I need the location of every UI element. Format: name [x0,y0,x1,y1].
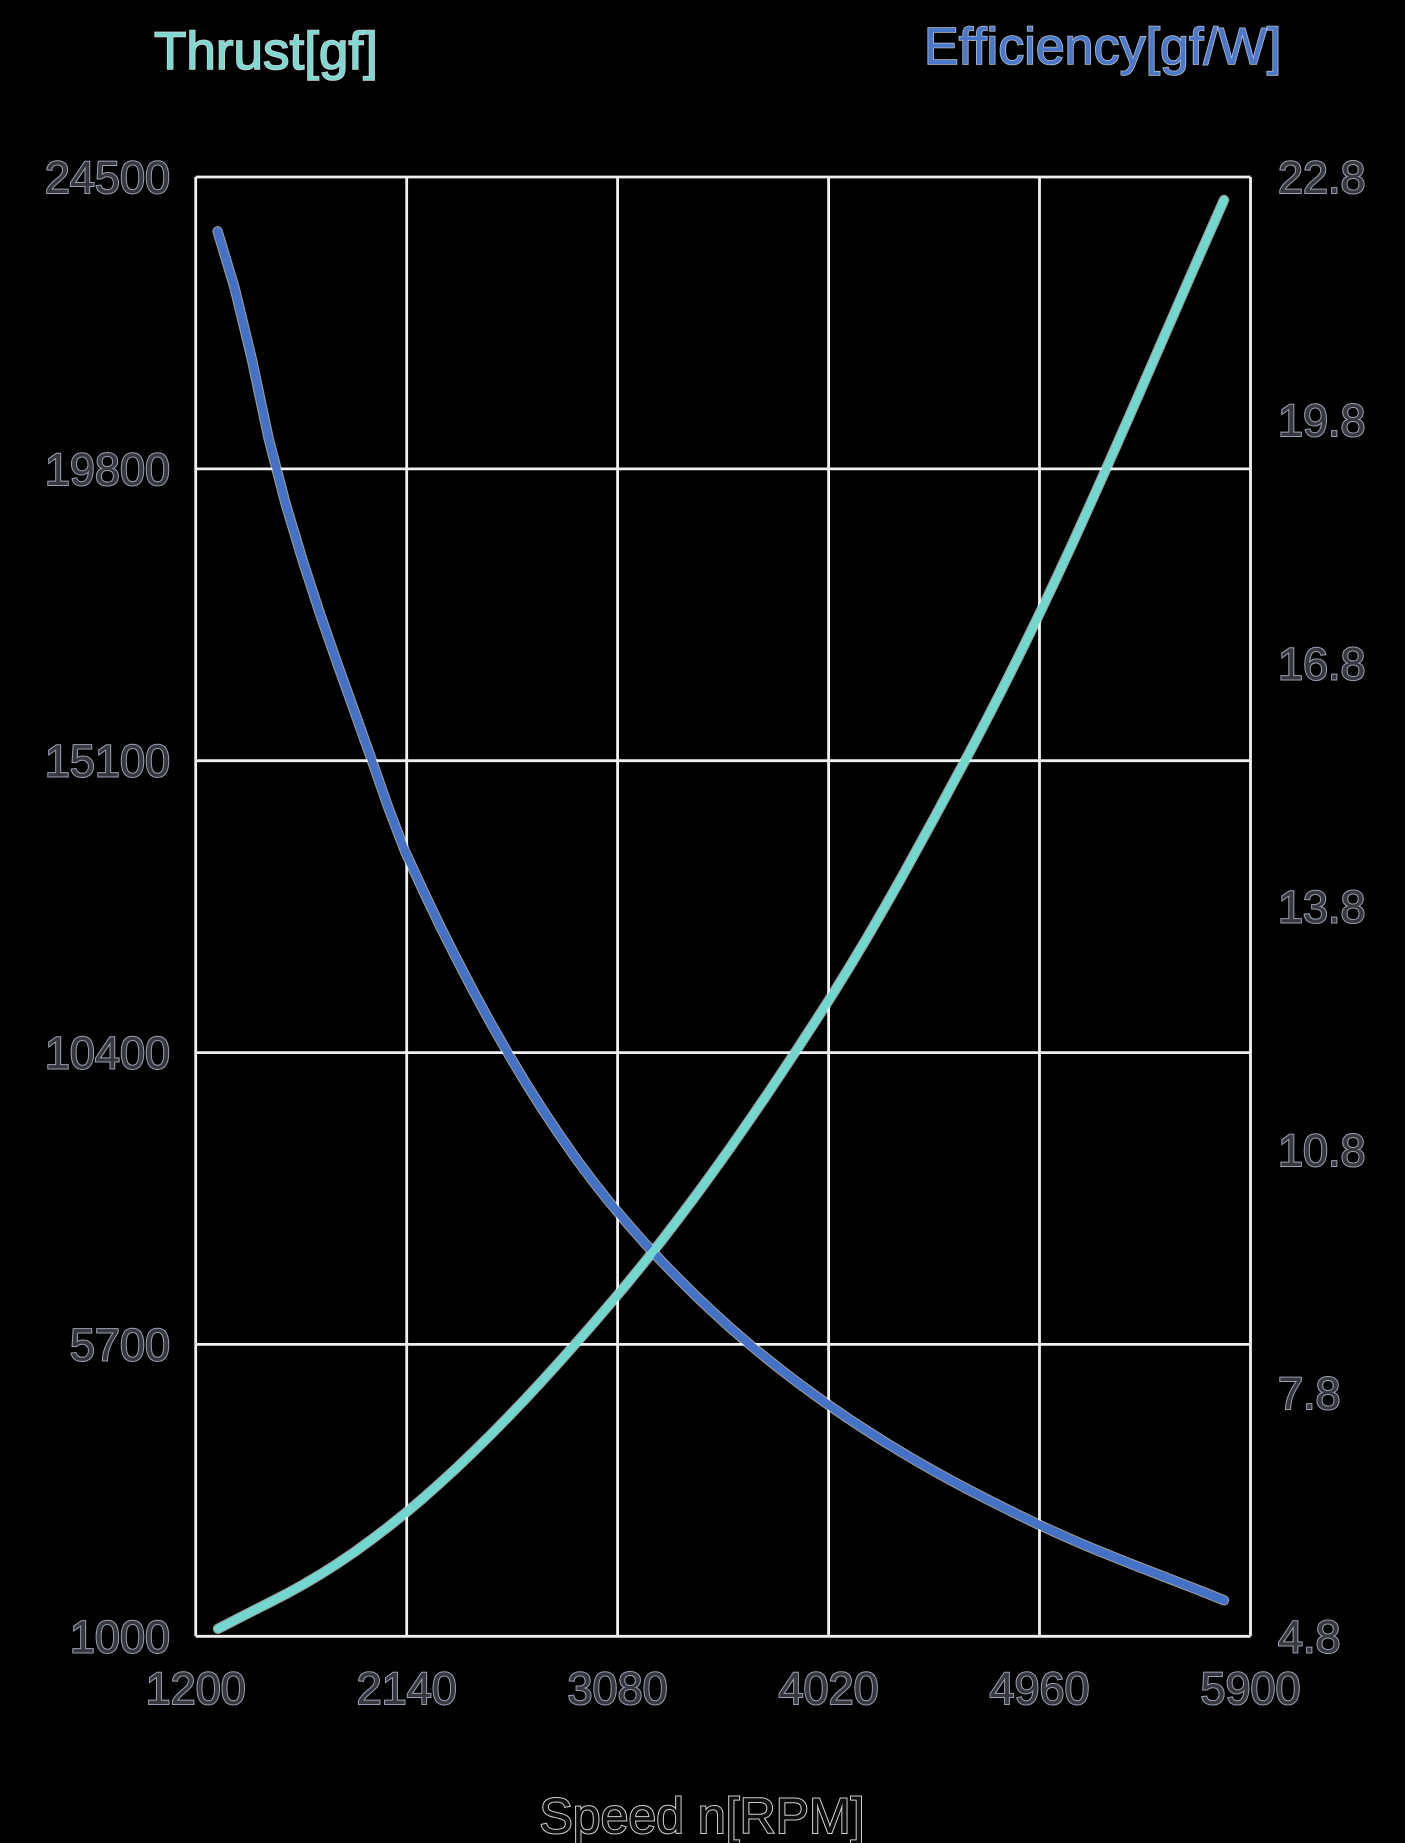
svg-text:4020: 4020 [779,1663,879,1714]
svg-text:Speed n[RPM]: Speed n[RPM] [539,1788,864,1843]
svg-text:Efficiency[gf/W]: Efficiency[gf/W] [924,18,1281,76]
svg-text:16.8: 16.8 [1278,638,1366,689]
svg-text:4.8: 4.8 [1278,1611,1341,1662]
svg-text:2140: 2140 [357,1663,457,1714]
svg-text:22.8: 22.8 [1278,152,1366,203]
svg-text:10.8: 10.8 [1278,1125,1366,1176]
svg-text:24500: 24500 [45,152,170,203]
svg-text:5900: 5900 [1200,1663,1300,1714]
svg-text:1200: 1200 [146,1663,246,1714]
svg-text:5700: 5700 [70,1319,170,1370]
svg-text:15100: 15100 [45,736,170,787]
svg-text:19800: 19800 [45,444,170,495]
svg-text:7.8: 7.8 [1278,1368,1341,1419]
svg-text:Thrust[gf]: Thrust[gf] [154,22,378,81]
svg-text:19.8: 19.8 [1278,395,1366,446]
svg-text:3080: 3080 [568,1663,668,1714]
svg-text:13.8: 13.8 [1278,882,1366,933]
svg-text:10400: 10400 [45,1028,170,1079]
svg-text:1000: 1000 [70,1611,170,1662]
svg-text:4960: 4960 [989,1663,1089,1714]
